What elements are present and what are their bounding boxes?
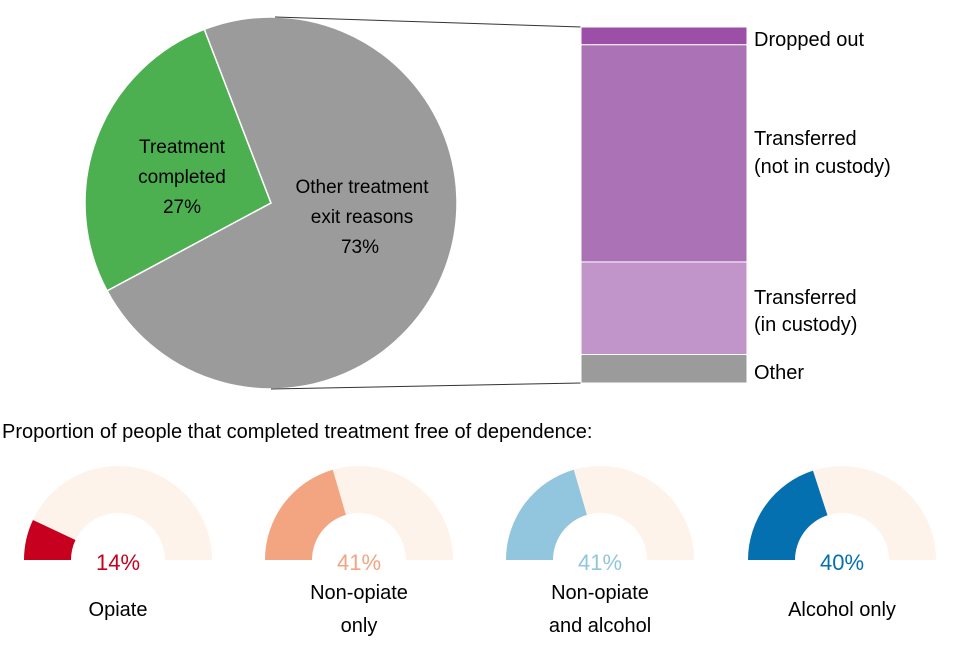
pie-slice-treatment-completed	[84, 28, 272, 292]
bar-label-other: Other	[754, 362, 804, 384]
gauge-fill-non-opiate-and-alcohol	[506, 469, 587, 560]
gauge-label-non-opiate-only: only	[341, 615, 378, 637]
gauge-label-non-opiate-only: Non-opiate	[310, 582, 408, 604]
gauge-fill-alcohol-only	[748, 470, 828, 560]
gauge-track-opiate	[24, 466, 212, 560]
pie-label-other-exit-reasons: Other treatment	[295, 177, 429, 198]
bar-segment-transferred-not-in-custody	[580, 44, 748, 263]
connector-line-bottom	[270, 382, 582, 390]
bar-segment-other	[580, 354, 748, 384]
gauges-heading: Proportion of people that completed trea…	[2, 421, 593, 443]
bar-label-transferred-not-in-custody: Transferred	[754, 128, 857, 150]
bar-label-transferred-in-custody: Transferred	[754, 287, 857, 309]
gauge-percent-opiate: 14%	[96, 550, 140, 575]
pie-slice-other-exit-reasons	[106, 16, 458, 390]
bar-label-dropped-out: Dropped out	[754, 29, 865, 51]
bar-label-transferred-in-custody: (in custody)	[754, 314, 857, 336]
bar-segment-transferred-in-custody	[580, 261, 748, 356]
connector-line-top	[274, 16, 582, 28]
gauge-fill-opiate	[24, 519, 76, 560]
pie-label-treatment-completed: Treatment	[139, 137, 226, 158]
pie-label-treatment-completed: completed	[138, 167, 226, 188]
pie-percent-other-exit-reasons: 73%	[341, 237, 379, 258]
gauge-label-non-opiate-and-alcohol: Non-opiate	[551, 582, 649, 604]
gauge-label-alcohol-only: Alcohol only	[788, 599, 896, 621]
bar-label-transferred-not-in-custody: (not in custody)	[754, 156, 891, 178]
gauge-label-non-opiate-and-alcohol: and alcohol	[549, 615, 651, 637]
gauge-percent-alcohol-only: 40%	[820, 550, 864, 575]
pie-percent-treatment-completed: 27%	[163, 197, 201, 218]
gauge-percent-non-opiate-only: 41%	[337, 550, 381, 575]
gauge-percent-non-opiate-and-alcohol: 41%	[578, 550, 622, 575]
pie-label-other-exit-reasons: exit reasons	[311, 207, 413, 228]
gauge-fill-non-opiate-only	[265, 469, 346, 560]
bar-segment-dropped-out	[580, 26, 748, 46]
gauge-label-opiate: Opiate	[89, 599, 148, 621]
